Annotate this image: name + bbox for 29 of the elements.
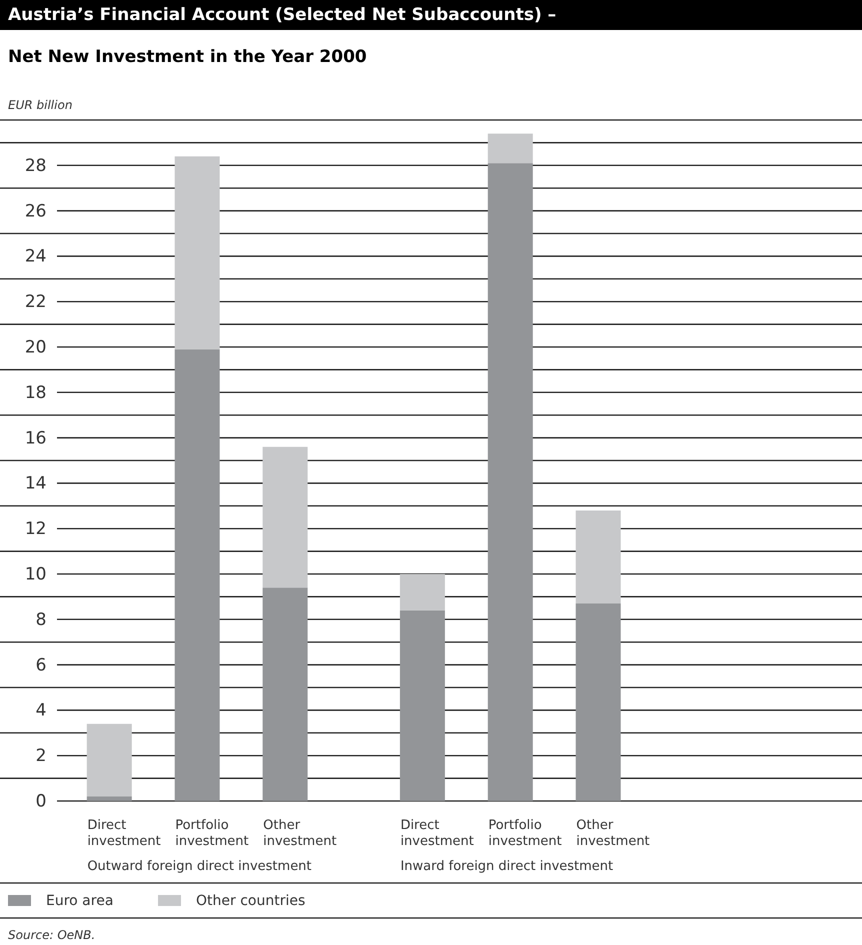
y-tick-label: 26 bbox=[24, 201, 46, 222]
y-tick-label: 6 bbox=[36, 655, 46, 676]
x-tick-label: Other investment bbox=[263, 818, 337, 849]
y-tick-label: 10 bbox=[24, 564, 46, 584]
y-tick-label: 16 bbox=[24, 428, 46, 448]
x-tick-label: Direct investment bbox=[400, 818, 474, 849]
source-note: Source: OeNB. bbox=[8, 928, 96, 942]
y-tick-label: 8 bbox=[36, 610, 46, 630]
y-tick-label: 22 bbox=[24, 292, 46, 312]
legend-label: Euro area bbox=[46, 893, 114, 909]
text: Outward foreign direct investment bbox=[87, 859, 312, 874]
text: Inward foreign direct investment bbox=[400, 859, 614, 874]
x-tick-label: Other investment bbox=[576, 818, 650, 849]
y-tick-label: 2 bbox=[36, 746, 46, 766]
y-tick-label: 28 bbox=[24, 156, 46, 176]
y-tick-label: 20 bbox=[24, 338, 46, 358]
legend-label: Other countries bbox=[196, 893, 306, 909]
y-tick-label: 12 bbox=[24, 519, 46, 540]
y-tick-label: 24 bbox=[24, 246, 46, 267]
x-tick-label: Direct investment bbox=[87, 818, 161, 849]
x-tick-label: Portfolio investment bbox=[488, 818, 562, 849]
y-tick-label: 18 bbox=[24, 382, 46, 403]
chart-subtitle: Net New Investment in the Year 2000 bbox=[8, 47, 367, 67]
x-tick-label: Portfolio investment bbox=[175, 818, 249, 849]
y-tick-label: 4 bbox=[36, 700, 46, 721]
y-axis-title: EUR billion bbox=[8, 98, 72, 112]
y-tick-label: 0 bbox=[36, 792, 46, 812]
chart-title: Austria’s Financial Account (Selected Net Subaccounts) – bbox=[8, 5, 556, 25]
y-tick-label: 14 bbox=[24, 474, 46, 494]
